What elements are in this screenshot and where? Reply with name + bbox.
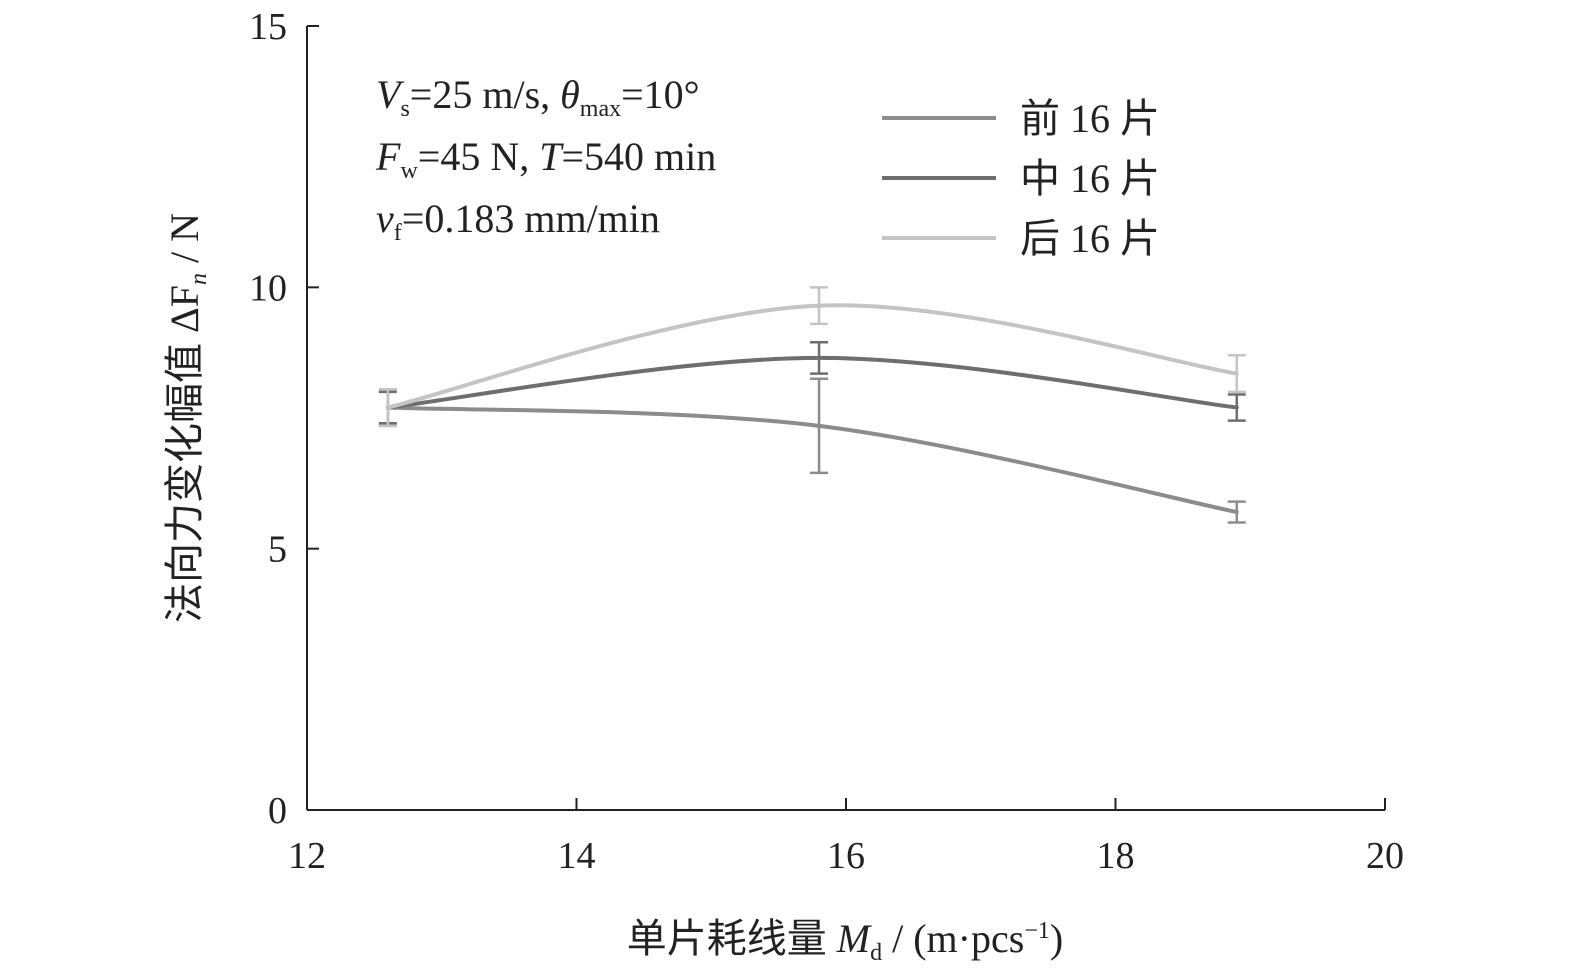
condition-line: Vs=25 m/s, θmax=10°	[376, 72, 700, 122]
error-bar	[1227, 354, 1246, 394]
axis-titles: 单片耗线量 Md / (m·pcs−1) 法向力变化幅值 ΔFn / N	[162, 213, 1063, 966]
condition-text: v	[376, 196, 394, 241]
x-tick-label: 12	[288, 835, 326, 877]
legend-label: 前 16 片	[1020, 96, 1160, 141]
condition-text: =0.183 mm/min	[402, 196, 660, 241]
y-axis-title-part: / N	[162, 213, 207, 273]
y-axis-title-part: 法向力变化幅值 ΔF	[162, 285, 207, 623]
condition-line: vf=0.183 mm/min	[376, 196, 660, 246]
condition-subscript: max	[580, 96, 621, 122]
data-point	[1235, 510, 1239, 514]
y-tick-label: 10	[249, 267, 287, 309]
legend: 前 16 片中 16 片后 16 片	[882, 96, 1160, 261]
x-axis-title-part: −1	[1024, 918, 1050, 944]
condition-text: =540 min	[561, 134, 716, 179]
condition-text: θ	[560, 72, 580, 117]
x-axis-title: 单片耗线量 Md / (m·pcs−1)	[627, 916, 1063, 966]
data-point	[817, 304, 821, 308]
x-axis-title-part: )	[1050, 916, 1063, 961]
condition-text: =10°	[621, 72, 700, 117]
condition-line: Fw=45 N, T=540 min	[375, 134, 716, 184]
data-point	[817, 356, 821, 360]
x-axis-title-part: / (m·pcs	[882, 916, 1024, 961]
condition-text: V	[376, 72, 405, 117]
series-layer	[378, 286, 1246, 524]
axes: 0 5 10 15 12 14 16 18 20	[249, 6, 1404, 877]
legend-label: 后 16 片	[1020, 216, 1160, 261]
data-point	[817, 424, 821, 428]
condition-subscript: f	[394, 220, 402, 246]
condition-subscript: s	[400, 96, 409, 122]
series-line	[385, 355, 1239, 410]
x-tick-label: 20	[1366, 835, 1404, 877]
x-axis-title-part: M	[836, 916, 873, 961]
x-tick-label: 16	[827, 835, 865, 877]
error-bar	[810, 286, 829, 326]
condition-text: =25 m/s,	[410, 72, 560, 117]
x-tick-label: 14	[558, 835, 596, 877]
y-tick-label: 0	[268, 790, 287, 832]
error-bar	[810, 377, 829, 475]
condition-subscript: w	[400, 158, 418, 184]
x-tick-label: 18	[1097, 835, 1135, 877]
conditions-annotation: Vs=25 m/s, θmax=10°Fw=45 N, T=540 minvf=…	[375, 72, 716, 246]
x-axis-title-part: 单片耗线量	[627, 916, 837, 961]
error-bar	[1227, 393, 1246, 422]
data-point	[1235, 372, 1239, 376]
series-1	[378, 377, 1246, 524]
data-point	[1235, 406, 1239, 410]
y-axis-title-part: n	[186, 273, 212, 285]
y-tick-label: 5	[268, 529, 287, 571]
condition-text: T	[539, 134, 564, 179]
y-axis-title: 法向力变化幅值 ΔFn / N	[162, 213, 212, 623]
error-bar	[1227, 500, 1246, 524]
error-bar	[378, 388, 397, 428]
y-tick-label: 15	[249, 6, 287, 48]
series-line	[385, 405, 1239, 515]
x-axis-title-part: d	[870, 940, 882, 966]
legend-label: 中 16 片	[1020, 156, 1160, 201]
error-bar	[810, 340, 829, 375]
data-point	[386, 406, 390, 410]
series-3	[378, 286, 1246, 428]
condition-text: =45 N,	[418, 134, 539, 179]
condition-text: F	[375, 134, 401, 179]
